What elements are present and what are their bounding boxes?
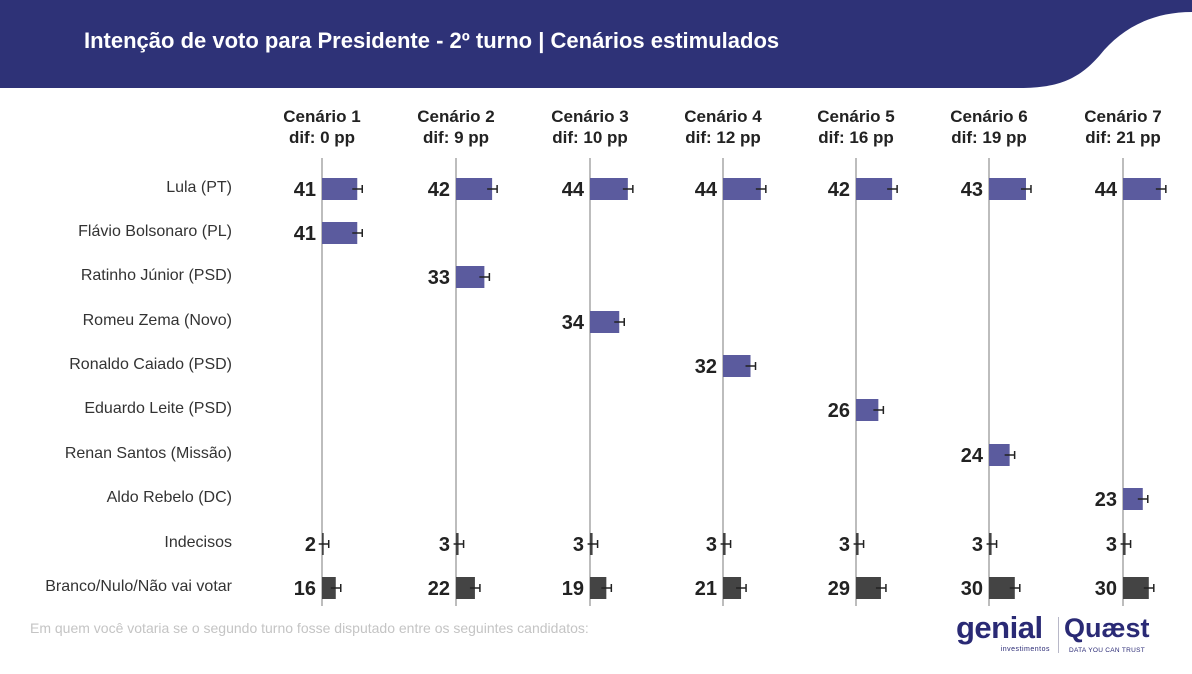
scenario-dif: dif: 0 pp <box>288 128 356 147</box>
value-label-r10-c6: 30 <box>961 578 983 600</box>
bar-r2-c1 <box>322 222 358 244</box>
quaest-logo-text: Quæst <box>1064 613 1150 643</box>
scenario-dif: dif: 19 pp <box>951 128 1027 147</box>
value-label-r1-c7: 44 <box>1095 179 1118 201</box>
scenario-name: Cenário 4 <box>684 107 762 126</box>
scenario-dif: dif: 16 pp <box>818 128 894 147</box>
bar-r3-c2 <box>456 266 485 288</box>
value-label-r8-c7: 23 <box>1095 489 1117 511</box>
row-label-7: Renan Santos (Missão) <box>64 445 232 462</box>
genial-logo-subtext: investimentos <box>1000 646 1050 653</box>
scenario-header-2: Cenário 2 dif: 9 pp <box>391 106 521 148</box>
value-label-r1-c1: 41 <box>294 179 316 201</box>
bar-r1-c7 <box>1123 178 1161 200</box>
scenario-dif: dif: 12 pp <box>685 128 761 147</box>
bar-r4-c3 <box>590 311 620 333</box>
bar-r1-c3 <box>590 178 628 200</box>
scenario-dif: dif: 9 pp <box>422 128 490 147</box>
scenario-header-1: Cenário 1 dif: 0 pp <box>257 106 387 148</box>
value-label-r5-c4: 32 <box>695 356 717 378</box>
scenario-header-4: Cenário 4 dif: 12 pp <box>658 106 788 148</box>
scenario-header-5: Cenário 5 dif: 16 pp <box>791 106 921 148</box>
bar-r1-c4 <box>723 178 761 200</box>
scenario-name: Cenário 3 <box>551 107 629 126</box>
bar-r1-c2 <box>456 178 493 200</box>
value-label-r1-c2: 42 <box>428 179 450 201</box>
bar-r10-c6 <box>989 577 1015 599</box>
row-label-2: Flávio Bolsonaro (PL) <box>78 223 232 240</box>
value-label-r1-c5: 42 <box>828 179 850 201</box>
row-label-5: Ronaldo Caiado (PSD) <box>69 356 232 373</box>
value-label-r10-c3: 19 <box>562 578 584 600</box>
value-label-r3-c2: 33 <box>428 267 450 289</box>
row-label-3: Ratinho Júnior (PSD) <box>80 267 232 284</box>
header-shape <box>0 0 1192 88</box>
footnote: Em quem você votaria se o segundo turno … <box>30 620 589 636</box>
value-label-r1-c6: 43 <box>961 179 983 201</box>
value-label-r9-c7: 3 <box>1106 534 1117 556</box>
scenario-header-6: Cenário 6 dif: 19 pp <box>924 106 1054 148</box>
value-label-r1-c4: 44 <box>695 179 718 201</box>
bar-r10-c4 <box>723 577 742 599</box>
bar-r5-c4 <box>723 355 751 377</box>
row-label-4: Romeu Zema (Novo) <box>82 312 232 329</box>
page-title: Intenção de voto para Presidente - 2º tu… <box>84 28 780 53</box>
row-label-1: Lula (PT) <box>166 179 232 196</box>
row-label-9: Indecisos <box>164 534 232 551</box>
scenario-header-3: Cenário 3 dif: 10 pp <box>525 106 655 148</box>
bar-r6-c5 <box>856 399 879 421</box>
value-label-r4-c3: 34 <box>562 312 585 334</box>
scenario-name: Cenário 7 <box>1084 107 1162 126</box>
bar-r10-c7 <box>1123 577 1149 599</box>
bar-r7-c6 <box>989 444 1010 466</box>
header-banner: Intenção de voto para Presidente - 2º tu… <box>0 0 1192 95</box>
quaest-logo: Quæst DATA YOU CAN TRUST <box>1064 613 1164 657</box>
quaest-logo-subtext: DATA YOU CAN TRUST <box>1069 647 1146 654</box>
bar-r10-c1 <box>322 577 336 599</box>
bar-r10-c3 <box>590 577 607 599</box>
value-label-r9-c3: 3 <box>573 534 584 556</box>
value-label-r1-c3: 44 <box>562 179 585 201</box>
value-label-r2-c1: 41 <box>294 223 316 245</box>
bar-r8-c7 <box>1123 488 1143 510</box>
value-label-r6-c5: 26 <box>828 400 850 422</box>
genial-logo: genial investimentos <box>956 610 1056 657</box>
row-label-6: Eduardo Leite (PSD) <box>84 400 232 417</box>
value-label-r10-c5: 29 <box>828 578 850 600</box>
bar-r10-c5 <box>856 577 881 599</box>
scenario-name: Cenário 1 <box>283 107 361 126</box>
row-label-10: Branco/Nulo/Não vai votar <box>45 578 232 595</box>
scenario-header-7: Cenário 7 dif: 21 pp <box>1058 106 1188 148</box>
bar-r1-c5 <box>856 178 893 200</box>
scenario-dif: dif: 21 pp <box>1085 128 1161 147</box>
bar-r1-c1 <box>322 178 358 200</box>
value-label-r9-c1: 2 <box>305 534 316 556</box>
value-label-r10-c4: 21 <box>695 578 717 600</box>
value-label-r10-c7: 30 <box>1095 578 1117 600</box>
value-label-r10-c2: 22 <box>428 578 450 600</box>
scenario-dif: dif: 10 pp <box>552 128 628 147</box>
genial-logo-text: genial <box>956 610 1043 645</box>
value-label-r10-c1: 16 <box>294 578 316 600</box>
value-label-r9-c6: 3 <box>972 534 983 556</box>
value-label-r7-c6: 24 <box>961 445 984 467</box>
scenario-name: Cenário 6 <box>950 107 1028 126</box>
value-label-r9-c4: 3 <box>706 534 717 556</box>
scenario-name: Cenário 5 <box>817 107 895 126</box>
bar-r10-c2 <box>456 577 475 599</box>
row-label-8: Aldo Rebelo (DC) <box>106 489 232 506</box>
value-label-r9-c5: 3 <box>839 534 850 556</box>
bar-r1-c6 <box>989 178 1026 200</box>
value-label-r9-c2: 3 <box>439 534 450 556</box>
scenario-name: Cenário 2 <box>417 107 495 126</box>
logo-divider <box>1058 617 1059 653</box>
